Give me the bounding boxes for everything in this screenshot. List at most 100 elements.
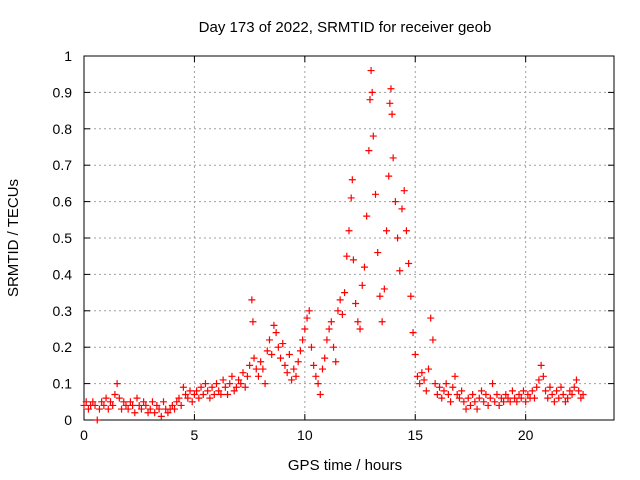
data-point [305,307,313,315]
data-point [402,227,410,235]
data-point [383,227,391,235]
data-point [380,285,388,293]
data-point [418,369,426,377]
y-axis-label: SRMTID / TECUs [5,179,22,297]
data-point [173,398,181,406]
data-point [115,394,123,402]
data-point [345,227,353,235]
data-point [301,325,309,333]
data-point [548,391,556,399]
data-point [285,350,293,358]
data-point [188,398,196,406]
data-point [314,380,322,388]
data-point [246,361,254,369]
data-point [368,88,376,96]
data-point [316,391,324,399]
data-point [235,376,243,384]
data-point [113,380,121,388]
data-point [182,391,190,399]
data-point [405,259,413,267]
data-point [535,376,543,384]
data-point [277,354,285,362]
data-point [243,372,251,380]
data-point [288,376,296,384]
data-point [120,398,128,406]
y-tick-label: 0.1 [53,376,73,392]
data-point [515,391,523,399]
data-point [193,387,201,395]
data-point [164,409,172,417]
data-point [471,398,479,406]
data-point [575,387,583,395]
data-point [398,205,406,213]
data-point [570,383,578,391]
data-point [506,398,514,406]
data-point [555,394,563,402]
data-point [557,383,565,391]
data-point [249,318,257,326]
data-point [111,391,119,399]
data-point [455,394,463,402]
data-point [436,383,444,391]
data-point [153,401,161,409]
data-point [511,394,519,402]
data-point [228,372,236,380]
data-point [321,354,329,362]
data-point [388,110,396,118]
data-point [365,147,373,155]
data-point [325,325,333,333]
data-point [89,398,97,406]
data-point [80,401,88,409]
data-point [336,296,344,304]
data-point [252,365,260,373]
data-point [564,394,572,402]
data-point [372,190,379,198]
grid-lines [84,56,614,420]
data-point [360,263,368,271]
data-point [568,391,576,399]
data-point [213,380,220,388]
data-point [294,358,302,366]
data-point [387,85,395,93]
data-point [239,369,247,377]
data-point [190,391,198,399]
data-point [109,401,117,409]
data-point [561,398,569,406]
data-point [144,409,152,417]
x-tick-label: 5 [191,427,199,443]
data-point [579,391,587,399]
data-point [102,394,110,402]
data-point [343,252,351,260]
data-point [323,336,331,344]
data-point [250,354,258,362]
data-point [199,391,207,399]
data-point [429,336,437,344]
data-point [272,329,280,337]
data-point [95,405,103,413]
y-tick-label: 0.9 [53,84,73,100]
data-point [221,383,229,391]
data-point [491,398,499,406]
data-point [473,405,481,413]
data-point [100,401,108,409]
data-point [447,398,455,406]
data-point [124,405,132,413]
x-tick-label: 15 [407,427,423,443]
data-point [126,398,134,406]
data-point [480,398,488,406]
data-point [206,394,214,402]
data-point [310,361,318,369]
data-point [374,249,382,257]
data-point [369,132,377,140]
data-point [160,398,167,406]
data-point [230,387,238,395]
data-point [354,318,362,326]
data-point [422,387,430,395]
data-point [546,383,554,391]
data-point [528,387,536,395]
axis-tick-labels: 0 5 10 15 20 0 0.1 0.2 0.3 0.4 0.5 0.6 0.7 0.8 0.9 1 [53,48,534,443]
data-point [219,376,227,384]
data-point [279,340,287,348]
data-point [352,300,360,308]
data-point [533,383,541,391]
